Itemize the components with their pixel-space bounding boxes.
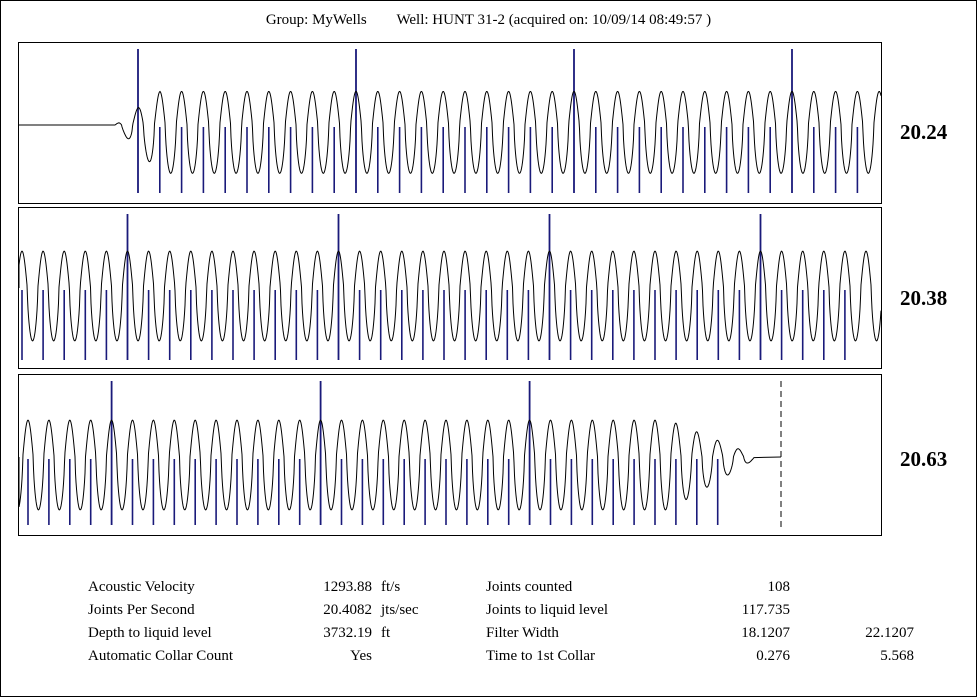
stat-value2 [830,576,914,599]
stat-value: 117.735 [700,599,790,622]
stat-label: Automatic Collar Count [88,645,233,668]
stat-value2: 22.1207 [830,622,914,645]
stat-value: 3732.19 [290,622,372,645]
stat-label: Joints counted [486,576,608,599]
trace-panel-3 [18,374,882,536]
trace-panel-2 [18,207,882,369]
trace-chart-3 [19,375,881,535]
panel-value-1: 20.24 [900,120,947,145]
stat-value2 [830,599,914,622]
trace-chart-1 [19,43,881,203]
stat-label: Acoustic Velocity [88,576,233,599]
stats-right-labels: Joints counted Joints to liquid level Fi… [486,576,608,668]
stats-right-values2: 22.1207 5.568 [830,576,914,668]
trace-chart-2 [19,208,881,368]
waveform-line [19,420,781,510]
stat-label: Time to 1st Collar [486,645,608,668]
stat-label: Joints Per Second [88,599,233,622]
stats-right-values: 108 117.735 18.1207 0.276 [700,576,790,668]
stat-value: 0.276 [700,645,790,668]
stats-left-labels: Acoustic Velocity Joints Per Second Dept… [88,576,233,668]
stat-label: Filter Width [486,622,608,645]
stats-left-values: 1293.88 20.4082 3732.19 Yes [290,576,372,668]
stat-value: 18.1207 [700,622,790,645]
stat-unit: jts/sec [381,599,419,622]
trace-panel-1 [18,42,882,204]
stat-unit: ft/s [381,576,419,599]
stat-unit [381,645,419,668]
stats-left-units: ft/s jts/sec ft [381,576,419,668]
waveform-line [19,91,881,173]
stat-value: Yes [290,645,372,668]
stat-value: 108 [700,576,790,599]
page-title: Group: MyWells Well: HUNT 31-2 (acquired… [0,12,977,29]
panel-value-2: 20.38 [900,286,947,311]
stat-label: Joints to liquid level [486,599,608,622]
panel-value-3: 20.63 [900,447,947,472]
stat-value2: 5.568 [830,645,914,668]
well-label: Well: HUNT 31-2 (acquired on: 10/09/14 0… [396,12,711,28]
stat-label: Depth to liquid level [88,622,233,645]
stat-value: 20.4082 [290,599,372,622]
group-label: Group: MyWells [266,12,367,28]
stat-unit: ft [381,622,419,645]
stat-value: 1293.88 [290,576,372,599]
